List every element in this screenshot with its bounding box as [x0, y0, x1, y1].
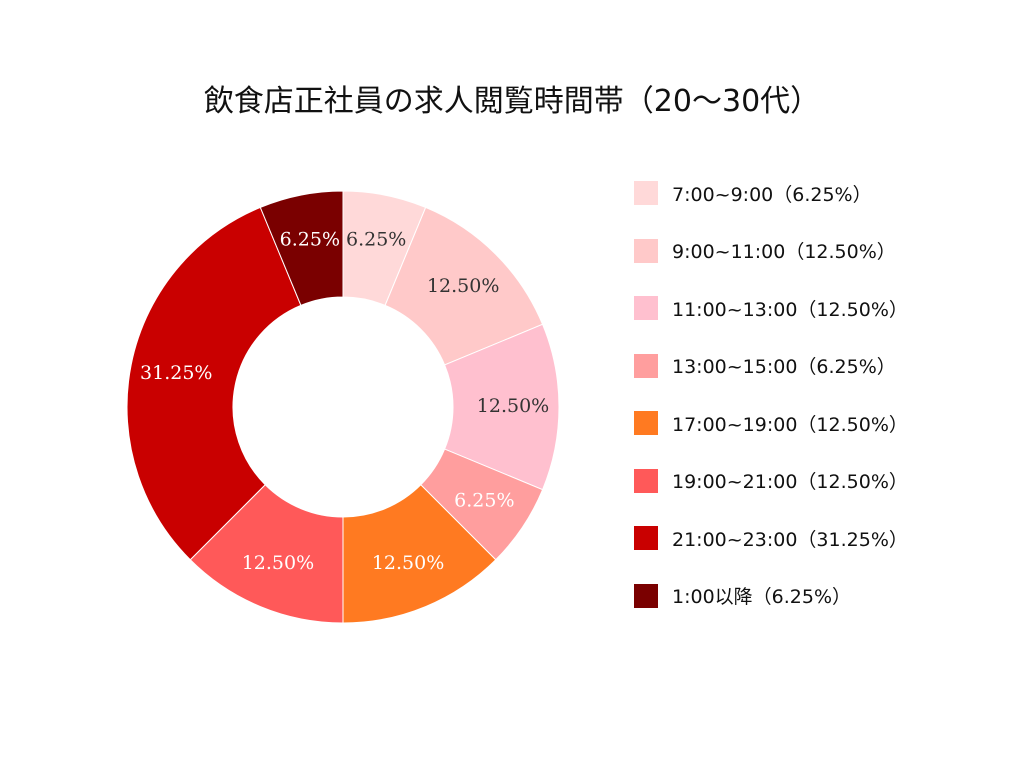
donut-slice-7: [126, 206, 302, 561]
legend-label-5: 17:00~19:00（12.50%）: [672, 413, 908, 436]
legend-swatch-1: [634, 181, 658, 205]
legend-swatch-8: [634, 583, 658, 608]
legend-swatch-7: [634, 526, 658, 550]
legend-swatch-4: [634, 353, 658, 378]
legend-label-6: 19:00~21:00（12.50%）: [672, 471, 908, 493]
legend-item-6: 19:00~21:00（12.50%）: [634, 466, 908, 496]
slice-label-6: 12.50%: [242, 552, 314, 574]
slice-label-4: 6.25%: [454, 489, 514, 511]
legend-swatch-2: [634, 238, 658, 263]
legend-label-2: 9:00~11:00（12.50%）: [672, 241, 896, 263]
legend-swatch-5: [634, 411, 658, 435]
slice-label-8: 6.25%: [280, 228, 340, 250]
legend-item-1: 7:00~9:00（6.25%）: [634, 178, 872, 208]
legend-label-7: 21:00~23:00（31.25%）: [672, 528, 908, 551]
legend-item-5: 17:00~19:00（12.50%）: [634, 408, 908, 438]
slice-label-1: 6.25%: [346, 228, 406, 250]
donut-slice-8: [259, 190, 344, 307]
legend-item-7: 21:00~23:00（31.25%）: [634, 523, 908, 553]
legend-label-4: 13:00~15:00（6.25%）: [672, 356, 896, 378]
legend-item-2: 9:00~11:00（12.50%）: [634, 236, 896, 266]
legend-label-1: 7:00~9:00（6.25%）: [672, 183, 872, 206]
legend-item-8: 1:00以降（6.25%）: [634, 581, 851, 611]
legend-swatch-6: [634, 468, 658, 493]
legend-label-8: 1:00以降（6.25%）: [672, 586, 852, 608]
slice-label-5: 12.50%: [372, 552, 444, 574]
legend-swatch-3: [634, 296, 658, 320]
chart-title: 飲食店正社員の求人閲覧時間帯（20〜30代）: [203, 84, 821, 119]
legend-label-3: 11:00~13:00（12.50%）: [672, 298, 908, 321]
legend-item-3: 11:00~13:00（12.50%）: [634, 293, 908, 323]
legend-item-4: 13:00~15:00（6.25%）: [634, 351, 896, 381]
slice-label-2: 12.50%: [427, 275, 499, 297]
slice-label-3: 12.50%: [477, 395, 549, 417]
slice-label-7: 31.25%: [140, 362, 212, 384]
